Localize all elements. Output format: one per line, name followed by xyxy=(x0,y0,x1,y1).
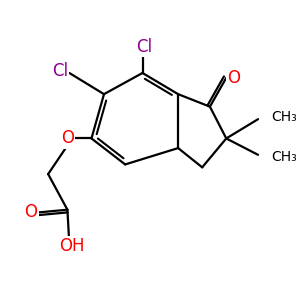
Text: O: O xyxy=(24,202,37,220)
Text: Cl: Cl xyxy=(52,62,68,80)
Text: Cl: Cl xyxy=(136,38,152,56)
Text: OH: OH xyxy=(59,237,85,255)
Text: O: O xyxy=(227,69,241,87)
Text: CH₃: CH₃ xyxy=(272,110,297,124)
Text: O: O xyxy=(61,129,74,147)
Text: CH₃: CH₃ xyxy=(272,150,297,164)
